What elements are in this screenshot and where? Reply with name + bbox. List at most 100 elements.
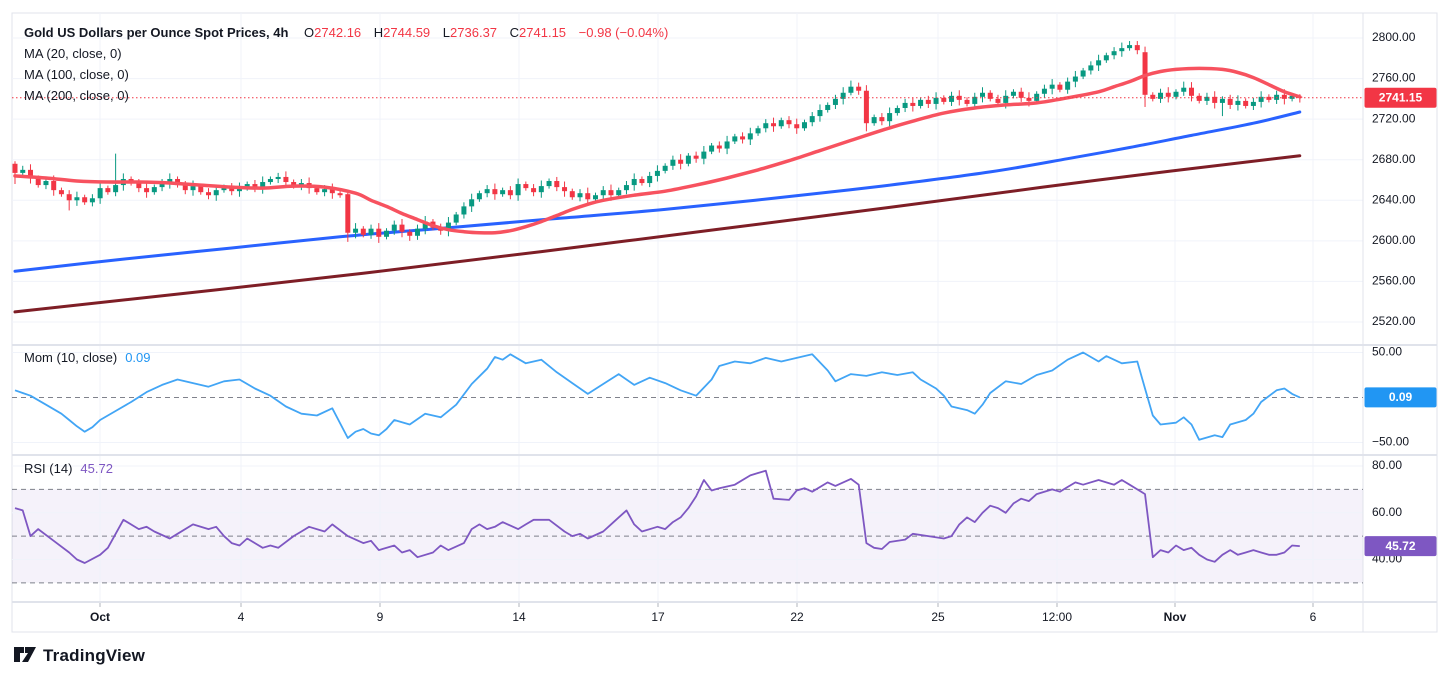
candle-body: [1243, 100, 1249, 106]
candle-body: [329, 189, 335, 194]
ma100-label: MA (100, close, 0): [24, 67, 129, 82]
candle-body: [794, 124, 800, 129]
candle-body: [414, 228, 420, 236]
rsi-line: [14, 469, 1300, 564]
candle-body: [51, 181, 57, 191]
candle-body: [1165, 92, 1171, 97]
candle-body: [910, 102, 916, 106]
candle-body: [1258, 96, 1264, 102]
ma200-line: [13, 154, 1302, 314]
price-axis-label: 2680.00: [1372, 152, 1416, 166]
last-price-badge-text: 2741.15: [1379, 90, 1423, 104]
candle-body: [267, 178, 273, 183]
candle-body: [639, 178, 645, 184]
candle-body: [360, 228, 366, 235]
candle-body: [585, 193, 591, 200]
candle-body: [1127, 45, 1133, 49]
candle-body: [97, 188, 103, 199]
mom-value: 0.09: [125, 350, 151, 365]
rsi-value: 45.72: [80, 461, 113, 476]
candle-body: [376, 228, 382, 237]
ma200-label: MA (200, close, 0): [24, 88, 129, 103]
candle-body: [113, 185, 119, 193]
symbol-title: Gold US Dollars per Ounce Spot Prices, 4…: [24, 25, 289, 40]
candle-body: [384, 230, 390, 237]
candles-layer: [12, 41, 1303, 243]
mom-axis-label: 50.00: [1372, 345, 1402, 359]
last-price-badge: [1364, 87, 1437, 108]
candle-body: [654, 170, 660, 176]
candle-body: [461, 206, 467, 215]
candle-body: [484, 189, 490, 194]
candle-body: [1096, 60, 1102, 66]
candle-body: [391, 224, 397, 231]
candle-body: [1173, 91, 1179, 97]
candle-body: [105, 188, 111, 193]
candle-body: [167, 178, 173, 184]
candle-body: [12, 163, 18, 173]
time-axis-label: Nov: [1164, 610, 1187, 624]
rsi-axis-label: 80.00: [1372, 458, 1402, 472]
ma20-legend-row[interactable]: MA (20, close, 0): [24, 43, 668, 64]
rsi-legend-row[interactable]: RSI (14) 45.72: [24, 458, 113, 479]
candle-body: [1080, 70, 1086, 77]
ohlc-open: O2742.16: [304, 25, 362, 40]
candle-body: [1196, 95, 1202, 101]
candle-body: [1049, 84, 1055, 89]
candle-body: [1150, 94, 1156, 99]
candle-body: [476, 193, 482, 200]
ma100-line: [13, 110, 1302, 273]
candle-body: [1065, 81, 1071, 90]
price-axis-label: 2640.00: [1372, 192, 1416, 206]
candle-body: [600, 190, 606, 196]
candle-body: [399, 224, 405, 232]
candle-body: [949, 95, 955, 102]
candle-body: [755, 128, 761, 134]
candle-body: [918, 99, 924, 106]
candle-body: [1266, 96, 1272, 100]
candle-body: [469, 199, 475, 207]
tradingview-attribution[interactable]: TradingView: [14, 646, 145, 666]
price-axis-label: 2720.00: [1372, 111, 1416, 125]
candle-body: [747, 133, 753, 140]
candle-body: [778, 120, 784, 127]
symbol-legend-row[interactable]: Gold US Dollars per Ounce Spot Prices, 4…: [24, 22, 668, 43]
candle-body: [453, 214, 459, 223]
mom-legend-row[interactable]: Mom (10, close) 0.09: [24, 347, 151, 368]
candle-body: [569, 191, 575, 198]
candle-body: [345, 194, 351, 233]
candle-body: [685, 155, 691, 164]
candle-body: [492, 189, 498, 195]
candle-body: [1281, 94, 1287, 99]
candle-body: [562, 187, 568, 192]
ohlc-low: L2736.37: [442, 25, 498, 40]
grid-layer: [12, 13, 1363, 607]
candle-body: [1158, 92, 1164, 99]
candle-body: [716, 145, 722, 149]
candle-body: [283, 176, 289, 183]
candle-body: [182, 185, 188, 191]
candle-body: [74, 197, 80, 201]
candle-body: [616, 190, 622, 196]
candle-body: [1227, 98, 1233, 105]
rsi-value-badge-text: 45.72: [1385, 539, 1415, 553]
candle-body: [1142, 52, 1148, 95]
candle-body: [825, 104, 831, 111]
candle-body: [43, 181, 49, 186]
candle-body: [554, 181, 560, 188]
candle-body: [89, 198, 95, 203]
candle-body: [1235, 100, 1241, 105]
change-value: −0.98 (−0.04%): [578, 25, 669, 40]
candle-body: [275, 176, 281, 179]
ma100-legend-row[interactable]: MA (100, close, 0): [24, 64, 668, 85]
candle-body: [1018, 91, 1024, 98]
candle-body: [58, 190, 64, 195]
ohlc-high: H2744.59: [373, 25, 431, 40]
candle-body: [136, 183, 142, 189]
mom-axis-label: −50.00: [1372, 435, 1409, 449]
candle-body: [972, 96, 978, 104]
ma200-legend-row[interactable]: MA (200, close, 0): [24, 85, 668, 106]
candle-body: [322, 189, 328, 193]
